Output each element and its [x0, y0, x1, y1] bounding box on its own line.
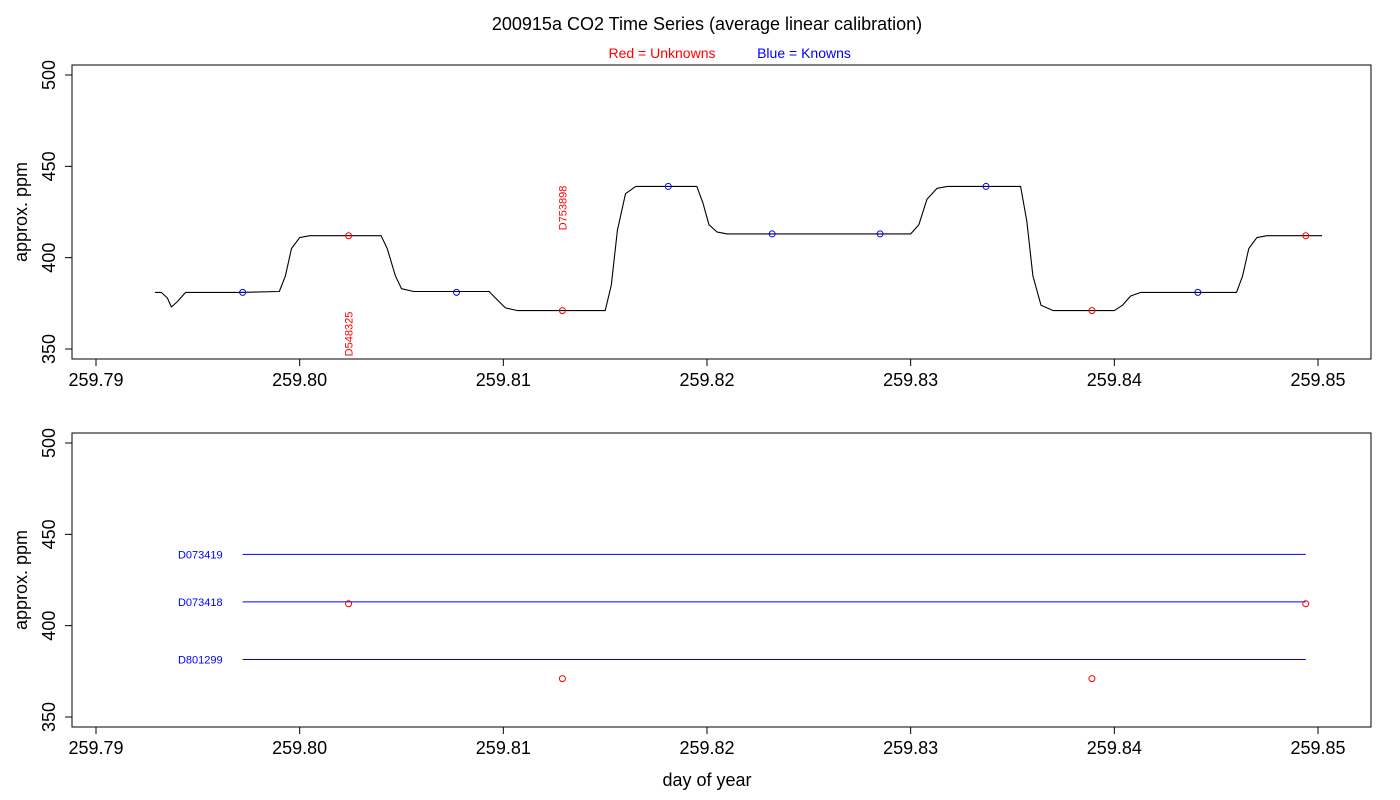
x-axis-label: day of year	[662, 770, 751, 790]
top-x-tick-label: 259.80	[272, 370, 327, 390]
bottom-plot-frame	[71, 432, 1372, 728]
reference-line-label: D073418	[178, 597, 223, 609]
top-x-tick-label: 259.81	[476, 370, 531, 390]
top-x-tick-label: 259.83	[883, 370, 938, 390]
top-y-tick-label: 350	[39, 334, 59, 364]
top-y-axis-label: approx. ppm	[11, 162, 31, 262]
bottom-x-tick-label: 259.80	[272, 738, 327, 758]
bottom-unknown-point	[345, 600, 353, 608]
top-known-point	[768, 230, 776, 238]
bottom-y-axis-label: approx. ppm	[11, 530, 31, 630]
bottom-y-tick-label: 500	[39, 428, 59, 458]
top-unknown-point	[1302, 232, 1310, 240]
bottom-x-tick-label: 259.85	[1290, 738, 1345, 758]
top-x-tick-label: 259.79	[68, 370, 123, 390]
bottom-x-tick-label: 259.81	[476, 738, 531, 758]
legend-unknowns-label: Red = Unknowns	[608, 45, 715, 61]
top-x-tick-label: 259.82	[679, 370, 734, 390]
bottom-x-tick-label: 259.84	[1087, 738, 1142, 758]
top-unknown-point	[1088, 307, 1096, 315]
top-known-point	[664, 182, 672, 190]
bottom-panel: 259.79 259.80 259.81 259.82 259.83 259.84 259.…	[11, 428, 1372, 758]
sample-id-annotation: D548325	[344, 312, 356, 357]
top-y-tick-label: 450	[39, 151, 59, 181]
top-known-point	[452, 288, 460, 296]
top-y-tick-label: 400	[39, 243, 59, 273]
co2-trace-line	[155, 185, 1323, 312]
legend-knowns-label: Blue = Knowns	[757, 45, 851, 61]
top-panel: 259.79 259.80 259.81 259.82 259.83 259.84 259.…	[11, 60, 1372, 390]
top-known-point	[1194, 288, 1202, 296]
top-known-point	[876, 230, 884, 238]
bottom-unknown-point	[558, 675, 566, 683]
reference-line-label: D801299	[178, 654, 223, 666]
bottom-x-tick-label: 259.83	[883, 738, 938, 758]
bottom-unknown-point	[1302, 600, 1310, 608]
top-plot-frame	[71, 64, 1372, 360]
bottom-y-tick-label: 350	[39, 702, 59, 732]
top-unknown-point	[558, 307, 566, 315]
top-x-tick-label: 259.84	[1087, 370, 1142, 390]
bottom-y-tick-label: 400	[39, 611, 59, 641]
chart-title: 200915a CO2 Time Series (average linear …	[492, 14, 922, 34]
bottom-x-tick-label: 259.82	[679, 738, 734, 758]
bottom-y-tick-label: 450	[39, 519, 59, 549]
top-known-point	[239, 288, 247, 296]
top-unknown-point	[345, 232, 353, 240]
bottom-unknown-point	[1088, 675, 1096, 683]
top-y-tick-label: 500	[39, 60, 59, 90]
top-known-point	[982, 182, 990, 190]
sample-id-annotation: D753898	[557, 186, 569, 231]
top-x-tick-label: 259.85	[1290, 370, 1345, 390]
reference-line-label: D073419	[178, 549, 223, 561]
bottom-x-tick-label: 259.79	[68, 738, 123, 758]
